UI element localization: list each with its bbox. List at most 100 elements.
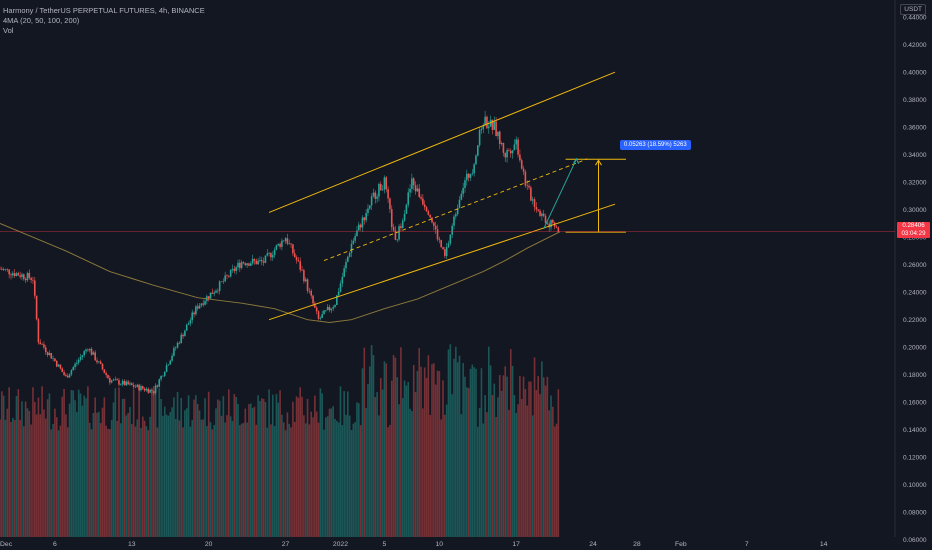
candle-body <box>187 323 190 325</box>
candle-body <box>235 267 237 272</box>
volume-bar <box>189 426 192 537</box>
volume-bar <box>55 417 58 537</box>
volume-bar <box>447 349 450 537</box>
volume-bar <box>312 417 314 537</box>
candle-body <box>509 150 512 154</box>
volume-bar <box>482 423 485 537</box>
volume-bar <box>436 370 439 537</box>
candle-body <box>414 185 417 192</box>
volume-bar <box>180 397 183 537</box>
volume-bar <box>59 425 62 537</box>
candle-body <box>268 253 270 254</box>
candle-body <box>70 370 73 375</box>
volume-bar <box>487 346 490 537</box>
volume-bar <box>537 376 540 537</box>
candle-body <box>251 258 254 264</box>
candle-body <box>196 306 199 309</box>
volume-bar <box>66 427 69 537</box>
volume-bar <box>328 408 331 537</box>
volume-bar <box>445 404 448 537</box>
candle-body <box>253 258 256 261</box>
candle-body <box>224 275 226 282</box>
volume-bar <box>284 430 287 537</box>
candle-body <box>412 178 415 186</box>
candle-body <box>427 211 430 215</box>
volume-bar <box>12 417 14 537</box>
candle-body <box>336 295 338 306</box>
candle-body <box>141 386 144 389</box>
candle-body <box>21 274 23 277</box>
volume-bar <box>200 419 203 537</box>
volume-bar <box>361 368 364 537</box>
ma-indicator-label[interactable]: 4MA (20, 50, 100, 200) <box>3 16 80 25</box>
volume-bar <box>519 376 521 537</box>
volume-bar <box>4 419 7 537</box>
volume-bar <box>98 411 100 537</box>
candle-body <box>297 260 300 262</box>
volume-bar <box>44 418 47 537</box>
volume-bar <box>471 364 474 537</box>
volume-bar <box>345 414 347 537</box>
volume-bar <box>422 408 424 537</box>
candle-body <box>431 217 433 223</box>
volume-bar <box>105 425 107 537</box>
volume-bar <box>497 397 499 537</box>
volume-bar <box>140 427 142 537</box>
candle-body <box>541 213 543 216</box>
candle-body <box>409 188 411 193</box>
volume-bar <box>416 370 419 537</box>
volume-bar <box>209 422 212 537</box>
candle-body <box>284 238 287 242</box>
candle-body <box>176 342 179 348</box>
volume-bar <box>358 403 360 537</box>
candle-body <box>383 177 386 190</box>
candle-body <box>1 268 3 270</box>
candle-body <box>195 306 197 315</box>
candle-body <box>65 375 67 377</box>
quote-currency-badge[interactable]: USDT <box>900 4 926 15</box>
projection-arrow-head <box>573 157 579 164</box>
candle-body <box>519 154 521 161</box>
volume-bar <box>143 420 146 537</box>
volume-bar <box>268 389 270 537</box>
volume-bar <box>489 365 492 537</box>
volume-bar <box>147 430 150 537</box>
candle-body <box>52 358 54 360</box>
volume-bar <box>121 398 124 537</box>
candle-body <box>39 342 42 345</box>
volume-indicator-label[interactable]: Vol <box>3 26 14 35</box>
volume-bar <box>396 377 399 537</box>
volume-bar <box>535 389 538 537</box>
volume-bar <box>480 368 483 537</box>
candle-body <box>26 272 29 281</box>
volume-bar <box>41 386 43 537</box>
volume-bar <box>163 406 166 537</box>
candle-body <box>240 262 243 268</box>
volume-bar <box>127 412 129 537</box>
y-tick-label: 0.08000 <box>903 510 927 517</box>
candle-body <box>218 281 221 291</box>
volume-bar <box>30 424 32 537</box>
candle-body <box>4 269 7 270</box>
y-tick-label: 0.06000 <box>903 537 927 544</box>
candle-body <box>19 275 21 277</box>
candle-body <box>418 188 421 197</box>
candle-body <box>110 380 113 383</box>
volume-bar <box>94 397 96 537</box>
candle-body <box>24 278 27 281</box>
channel-mid-line <box>323 158 588 261</box>
candle-body <box>537 209 540 211</box>
volume-bar <box>248 404 250 537</box>
candle-body <box>0 268 1 270</box>
volume-bar <box>531 415 534 537</box>
candle-body <box>376 196 378 199</box>
candle-body <box>270 253 272 258</box>
volume-bar <box>195 395 197 537</box>
volume-bar <box>215 408 217 537</box>
volume-bar <box>114 388 117 537</box>
volume-bar <box>475 368 477 537</box>
volume-bar <box>152 386 155 537</box>
candle-body <box>6 269 9 270</box>
volume-bar <box>306 398 309 537</box>
